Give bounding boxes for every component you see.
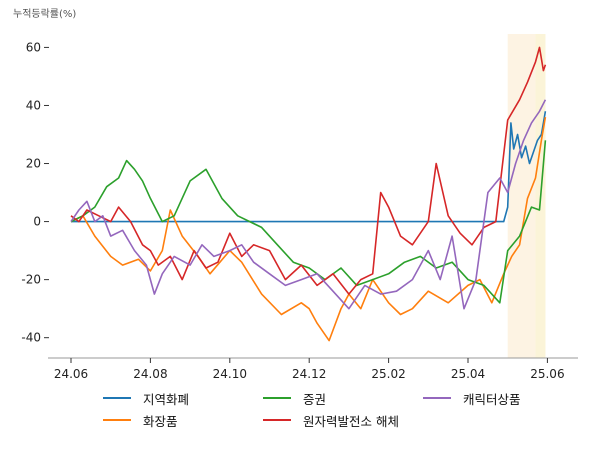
legend-label: 캐릭터상품 xyxy=(463,391,521,407)
x-tick-label: 24.10 xyxy=(213,367,247,381)
legend-item-nuclear-decommissioning: 원자력발전소 해체 xyxy=(263,412,423,429)
x-axis: 24.06 24.08 24.10 24.12 25.02 25.04 25.06 xyxy=(48,357,578,381)
series-line-1 xyxy=(70,116,547,342)
x-tick-label: 25.04 xyxy=(451,367,485,381)
legend: 지역화폐 화장품 증권 원자력발전소 해체 캐릭터상품 xyxy=(103,390,543,429)
y-tick-label: 40 xyxy=(26,98,41,112)
y-tick-label: 60 xyxy=(26,40,41,54)
legend-label: 화장품 xyxy=(143,413,178,429)
y-tick-label: -20 xyxy=(21,273,41,287)
series-line-4 xyxy=(70,99,547,310)
y-tick-label: 20 xyxy=(26,157,41,171)
x-tick-label: 24.06 xyxy=(54,367,88,381)
x-tick-label: 24.08 xyxy=(133,367,167,381)
series-line-0 xyxy=(71,111,547,223)
legend-item-cosmetics: 화장품 xyxy=(103,412,263,429)
legend-item-character-goods: 캐릭터상품 xyxy=(423,390,563,407)
legend-swatch xyxy=(263,397,291,399)
legend-label: 원자력발전소 해체 xyxy=(303,413,399,429)
legend-item-securities: 증권 xyxy=(263,390,423,407)
legend-label: 증권 xyxy=(303,391,327,407)
x-tick-label: 25.02 xyxy=(371,367,405,381)
series-lines xyxy=(70,46,547,342)
series-line-2 xyxy=(70,140,547,304)
y-axis-label: 누적등락률(%) xyxy=(13,9,77,20)
legend-swatch xyxy=(103,397,131,399)
legend-label: 지역화폐 xyxy=(143,391,190,407)
x-tick-label: 24.12 xyxy=(292,367,326,381)
legend-item-regional-currency: 지역화폐 xyxy=(103,390,263,407)
legend-swatch xyxy=(423,397,451,399)
y-tick-label: 0 xyxy=(33,215,41,229)
y-tick-label: -40 xyxy=(21,331,41,345)
legend-swatch xyxy=(263,419,291,421)
series-line-3 xyxy=(70,46,547,295)
x-tick-label: 25.06 xyxy=(530,367,564,381)
y-axis: -40 -20 0 20 40 60 xyxy=(21,40,49,345)
legend-swatch xyxy=(103,419,131,421)
